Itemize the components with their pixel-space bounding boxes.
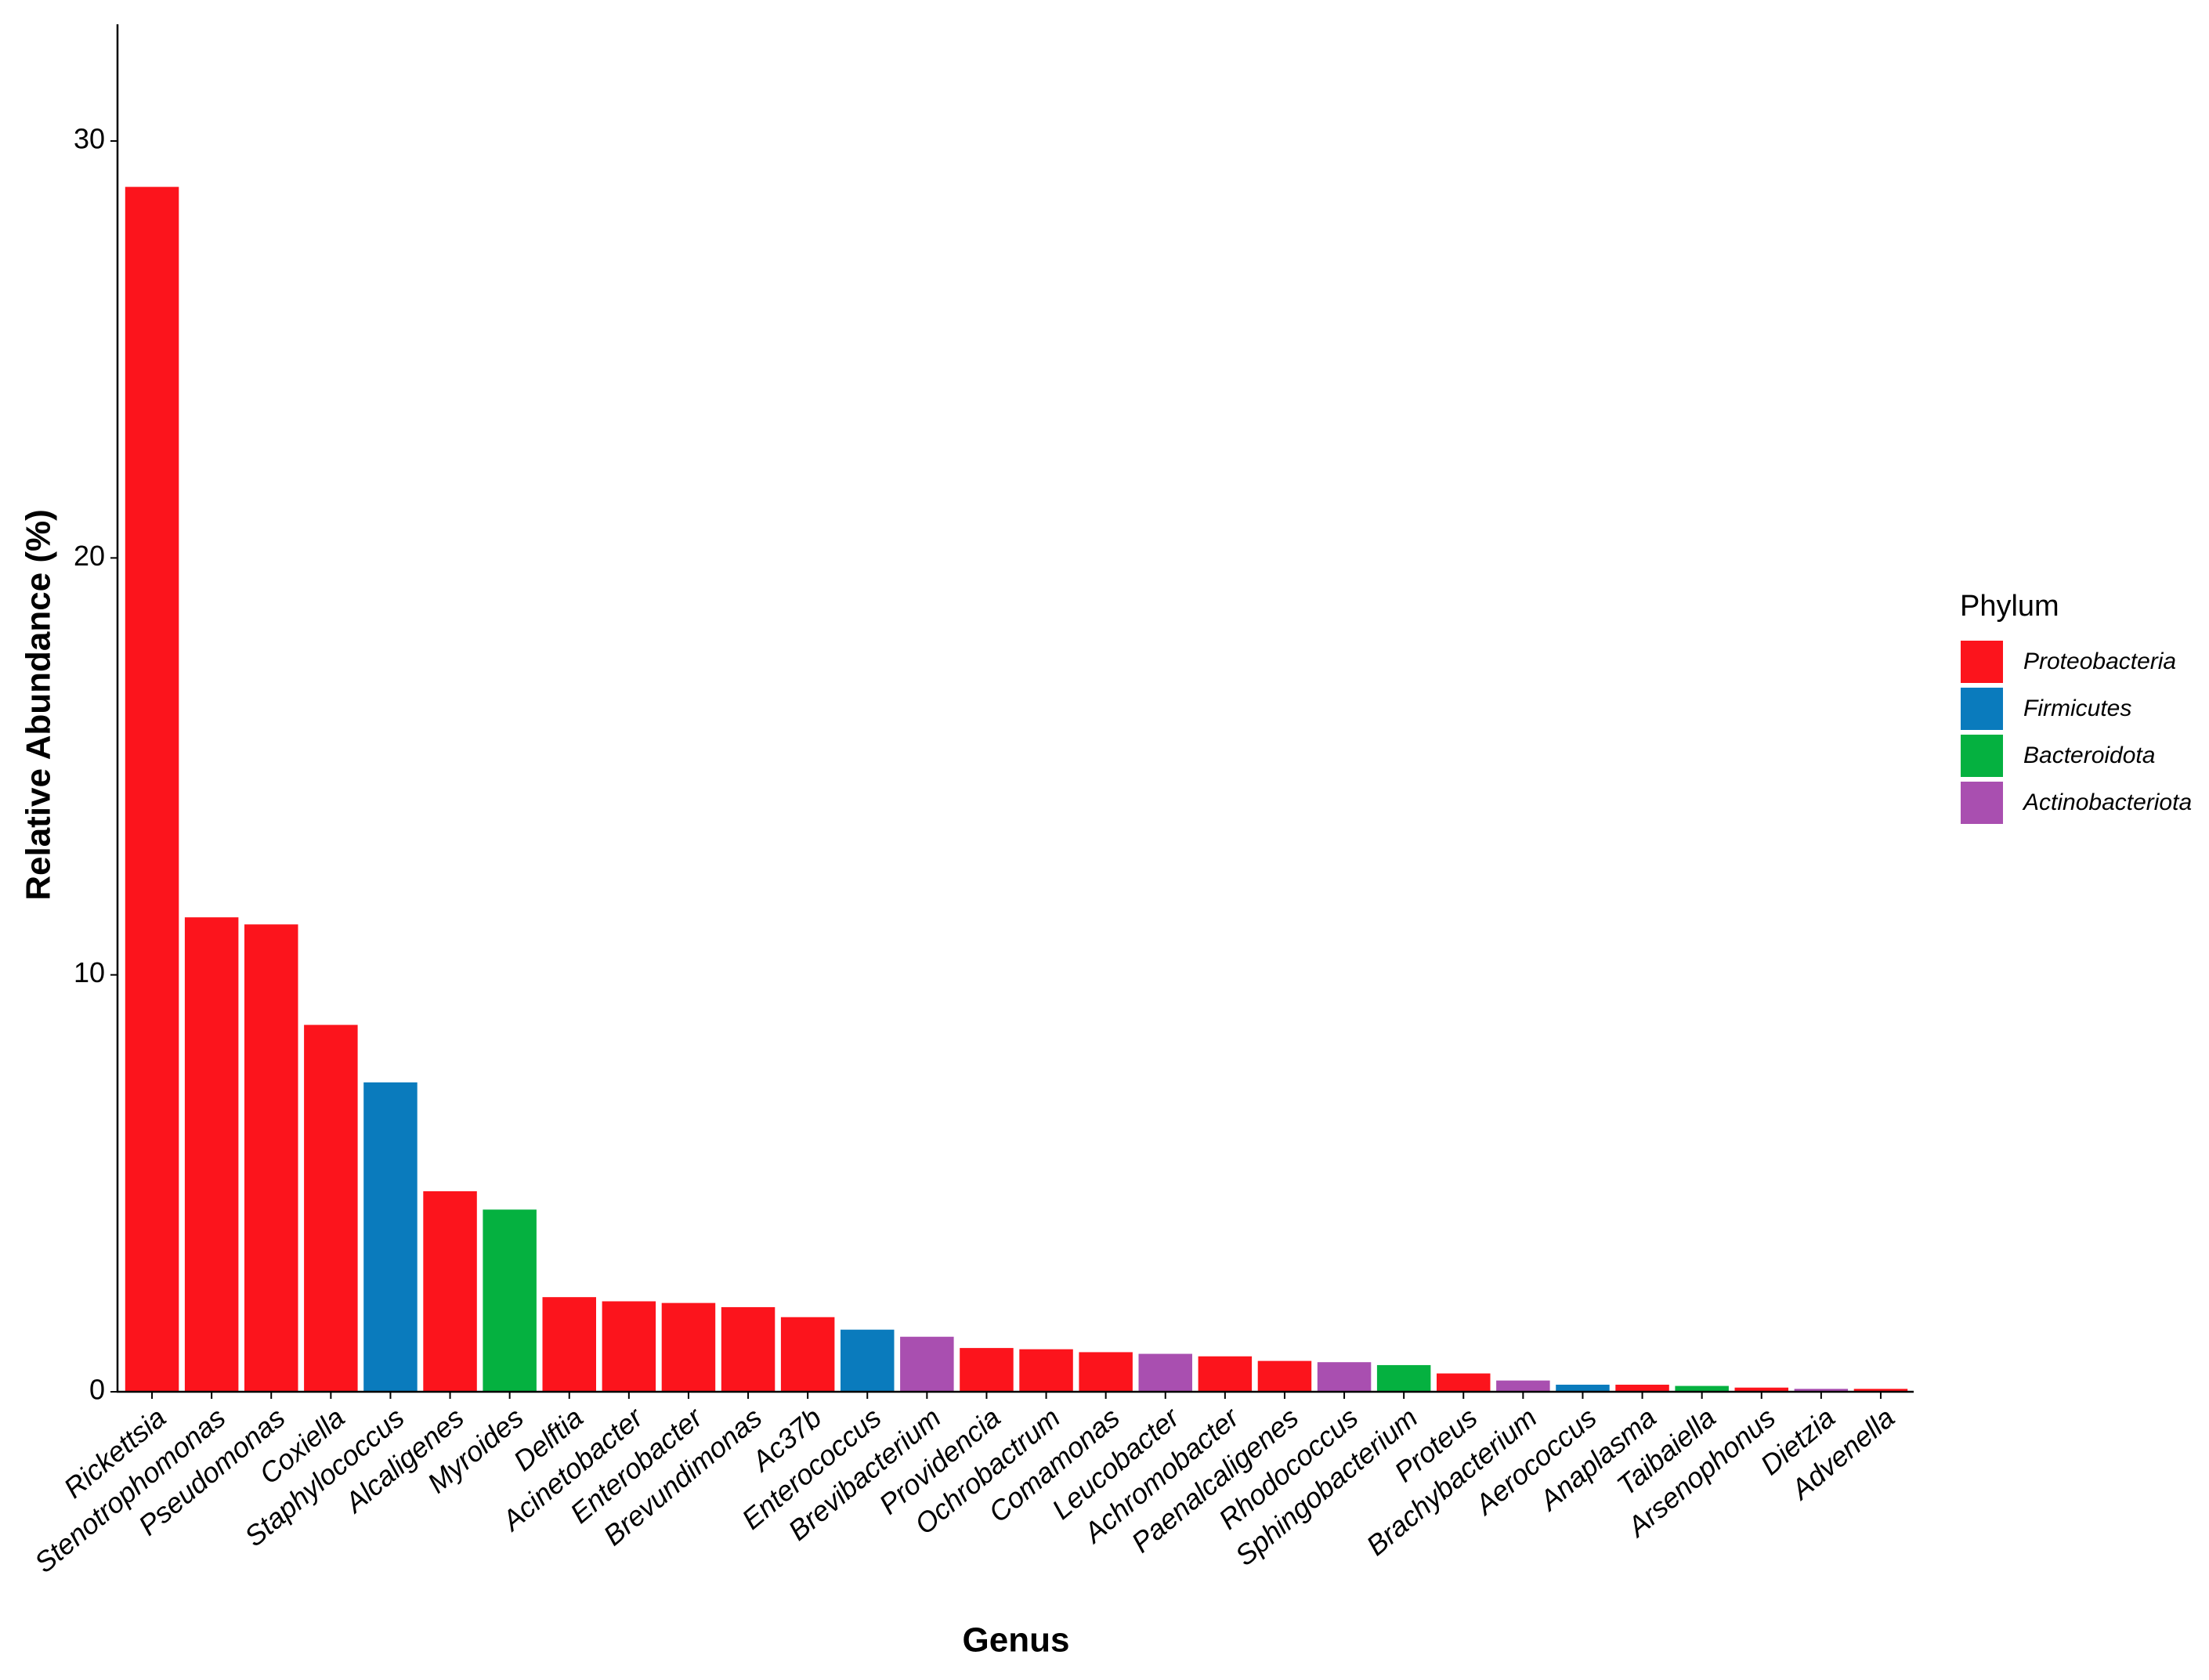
bar <box>1317 1362 1372 1392</box>
bar <box>1138 1353 1192 1392</box>
y-tick-label: 20 <box>74 540 105 572</box>
legend-key <box>1961 641 2003 683</box>
bar <box>483 1209 537 1392</box>
x-axis-title: Genus <box>963 1621 1070 1660</box>
bar <box>423 1190 477 1392</box>
bar <box>1079 1352 1133 1392</box>
legend-label: Bacteroidota <box>2023 742 2155 768</box>
bar <box>125 186 179 1393</box>
legend-key <box>1961 782 2003 824</box>
bar <box>542 1297 596 1392</box>
bar <box>1734 1387 1788 1392</box>
bar <box>304 1024 358 1392</box>
legend-label: Actinobacteriota <box>2022 789 2192 815</box>
bar <box>1437 1373 1491 1392</box>
bar <box>960 1348 1014 1392</box>
y-tick-label: 30 <box>74 123 105 155</box>
bar <box>1496 1380 1550 1392</box>
y-tick-label: 0 <box>89 1374 105 1406</box>
bar <box>1198 1356 1253 1392</box>
legend-label: Firmicutes <box>2023 695 2131 721</box>
bar <box>1376 1364 1431 1392</box>
bar <box>1257 1360 1312 1392</box>
bar <box>900 1336 954 1392</box>
bar <box>780 1317 835 1392</box>
y-axis-title: Relative Abundance (%) <box>20 509 58 901</box>
bar <box>602 1301 656 1392</box>
bar <box>1853 1389 1908 1392</box>
bar <box>1794 1389 1849 1392</box>
bar <box>721 1306 776 1392</box>
legend-label: Proteobacteria <box>2023 649 2176 674</box>
bar <box>184 917 239 1392</box>
bar <box>1019 1349 1073 1392</box>
legend-key <box>1961 735 2003 777</box>
bar <box>661 1302 716 1392</box>
y-tick-label: 10 <box>74 956 105 988</box>
bar <box>841 1329 895 1392</box>
bar <box>1675 1386 1729 1392</box>
legend-title: Phylum <box>1960 590 2059 623</box>
bar <box>363 1082 418 1392</box>
bar <box>1556 1384 1610 1392</box>
bar <box>244 924 298 1392</box>
bar <box>1615 1384 1669 1392</box>
legend-key <box>1961 688 2003 730</box>
